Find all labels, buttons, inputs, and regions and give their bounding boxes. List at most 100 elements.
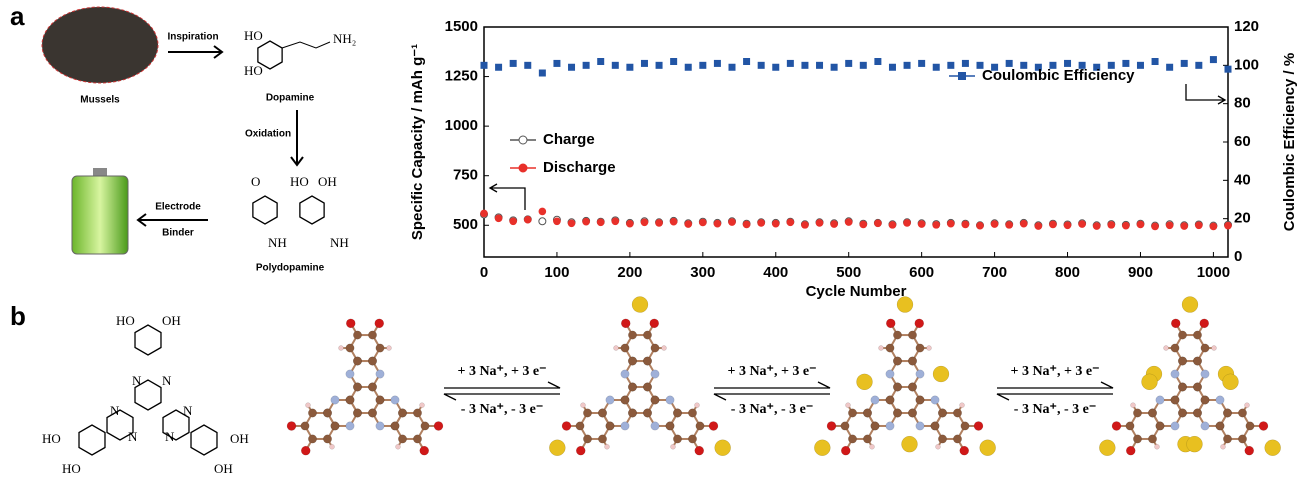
atom-ball xyxy=(916,422,924,430)
point xyxy=(539,70,546,77)
y-tick-label: 1000 xyxy=(445,117,478,134)
atom-ball xyxy=(301,446,310,455)
atom: HO xyxy=(62,461,81,476)
atom-ball xyxy=(353,409,361,417)
atom-ball xyxy=(715,440,731,456)
atom-ball xyxy=(927,346,932,351)
atom: HO xyxy=(42,431,61,446)
atom-ball xyxy=(598,409,606,417)
y2-tick-label: 20 xyxy=(1234,210,1251,227)
atom-ball xyxy=(931,396,939,404)
atom-ball xyxy=(650,319,659,328)
arrow xyxy=(168,46,222,58)
atom-ball xyxy=(1178,331,1186,339)
atom-ball xyxy=(346,344,354,352)
point xyxy=(1107,221,1115,229)
point xyxy=(801,62,808,69)
point xyxy=(831,64,838,71)
figure: a b Mussels Inspiration Dopamine Oxidati… xyxy=(0,0,1309,499)
atom: HO xyxy=(244,28,263,43)
atom-ball xyxy=(848,435,856,443)
atom-ball xyxy=(827,421,836,430)
atom: OH xyxy=(230,431,249,446)
atom-ball xyxy=(953,409,961,417)
atom-ball xyxy=(1245,446,1254,455)
atom-ball xyxy=(893,409,901,417)
atom-ball xyxy=(628,383,636,391)
atom-ball xyxy=(1246,422,1254,430)
atom-ball xyxy=(621,370,629,378)
y-tick-label: 1250 xyxy=(445,68,478,85)
y2-tick-label: 0 xyxy=(1234,248,1242,265)
point xyxy=(495,215,503,223)
atom-ball xyxy=(1131,403,1136,408)
point xyxy=(568,219,576,227)
atom: NH₂ xyxy=(333,31,356,46)
atom-ball xyxy=(651,344,659,352)
point xyxy=(859,221,867,229)
ring xyxy=(79,425,105,455)
axis-arrow xyxy=(490,184,525,210)
atom-ball xyxy=(666,396,674,404)
point xyxy=(1166,64,1173,71)
atom-ball xyxy=(1193,331,1201,339)
atom-ball xyxy=(1133,409,1141,417)
atom-ball xyxy=(606,422,614,430)
y2-axis-label: Coulombic Efficiency / % xyxy=(1281,53,1298,231)
atom-ball xyxy=(301,422,309,430)
atom-ball xyxy=(1201,344,1209,352)
y2-tick-label: 80 xyxy=(1234,95,1251,112)
atom-ball xyxy=(841,422,849,430)
atom-ball xyxy=(606,396,614,404)
point xyxy=(1064,60,1071,67)
atom-ball xyxy=(1156,396,1164,404)
point xyxy=(874,58,881,65)
atom-ball xyxy=(1220,444,1225,449)
atom-ball xyxy=(1186,436,1202,452)
point xyxy=(656,62,663,69)
atom-ball xyxy=(814,440,830,456)
atom-ball xyxy=(1178,409,1186,417)
atom-ball xyxy=(308,435,316,443)
atom-ball xyxy=(413,435,421,443)
point xyxy=(874,219,882,227)
atom-ball xyxy=(1200,319,1209,328)
atom-ball xyxy=(1193,357,1201,365)
atom-ball xyxy=(980,440,996,456)
atom-ball xyxy=(1155,444,1160,449)
point xyxy=(991,220,999,228)
point xyxy=(1064,221,1072,229)
atom: N xyxy=(183,403,193,418)
atom-ball xyxy=(375,319,384,328)
atom-ball xyxy=(1126,422,1134,430)
point xyxy=(597,219,605,227)
point xyxy=(904,62,911,69)
atom-ball xyxy=(330,444,335,449)
atom-ball xyxy=(413,409,421,417)
atom-ball xyxy=(1171,422,1179,430)
legend-marker xyxy=(958,72,966,80)
atom-ball xyxy=(368,357,376,365)
atom-ball xyxy=(387,346,392,351)
ring xyxy=(135,380,161,410)
point xyxy=(947,220,955,228)
point xyxy=(729,64,736,71)
atom-ball xyxy=(886,319,895,328)
atom-ball xyxy=(1223,435,1231,443)
atom-ball xyxy=(694,403,699,408)
point xyxy=(889,64,896,71)
atom-ball xyxy=(893,383,901,391)
atom-ball xyxy=(1178,357,1186,365)
atom-ball xyxy=(287,421,296,430)
point xyxy=(597,58,604,65)
atom-ball xyxy=(670,444,675,449)
atom-ball xyxy=(931,422,939,430)
atom-ball xyxy=(1216,422,1224,430)
atom-ball xyxy=(376,344,384,352)
atom-ball xyxy=(1164,346,1169,351)
y2-tick-label: 100 xyxy=(1234,56,1259,73)
point xyxy=(1035,222,1043,230)
atom-ball xyxy=(871,422,879,430)
atom-ball xyxy=(897,297,913,313)
atom-ball xyxy=(841,446,850,455)
